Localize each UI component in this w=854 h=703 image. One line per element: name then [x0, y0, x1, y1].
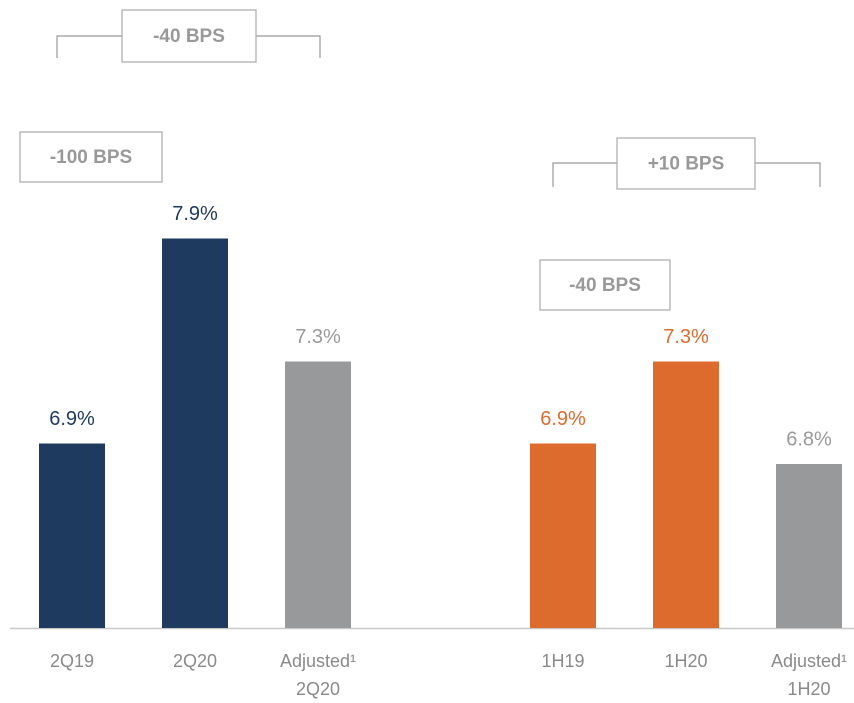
- annotation: -40 BPS: [153, 26, 225, 47]
- annotation-box: [539, 259, 671, 311]
- x-tick-label: Adjusted¹ 1H20: [771, 651, 847, 699]
- bar: [653, 361, 719, 628]
- value-label: 6.8%: [786, 428, 832, 450]
- value-label: 7.9%: [172, 203, 218, 225]
- annotation: -40 BPS: [569, 275, 641, 296]
- annotation: +10 BPS: [648, 154, 725, 175]
- annotation: -100 BPS: [50, 147, 132, 168]
- value-label: 7.3%: [663, 326, 709, 348]
- x-tick-label: 2Q19: [50, 651, 94, 671]
- value-label: 6.9%: [49, 408, 95, 430]
- value-label: 7.3%: [295, 326, 341, 348]
- bar: [162, 238, 228, 628]
- x-tick-label: 1H19: [541, 651, 584, 671]
- x-tick-label: Adjusted¹ 2Q20: [280, 651, 356, 699]
- value-label: 6.9%: [540, 408, 586, 430]
- bar: [530, 443, 596, 628]
- x-tick-label: 2Q20: [173, 651, 217, 671]
- x-tick-label: 1H20: [664, 651, 707, 671]
- annotation-box: [121, 9, 257, 63]
- bar: [39, 443, 105, 628]
- bracket: [552, 162, 821, 187]
- annotation-box: [19, 131, 163, 183]
- annotation-box: [616, 137, 756, 190]
- bar: [776, 464, 842, 628]
- bracket: [56, 35, 321, 58]
- bar: [285, 361, 351, 628]
